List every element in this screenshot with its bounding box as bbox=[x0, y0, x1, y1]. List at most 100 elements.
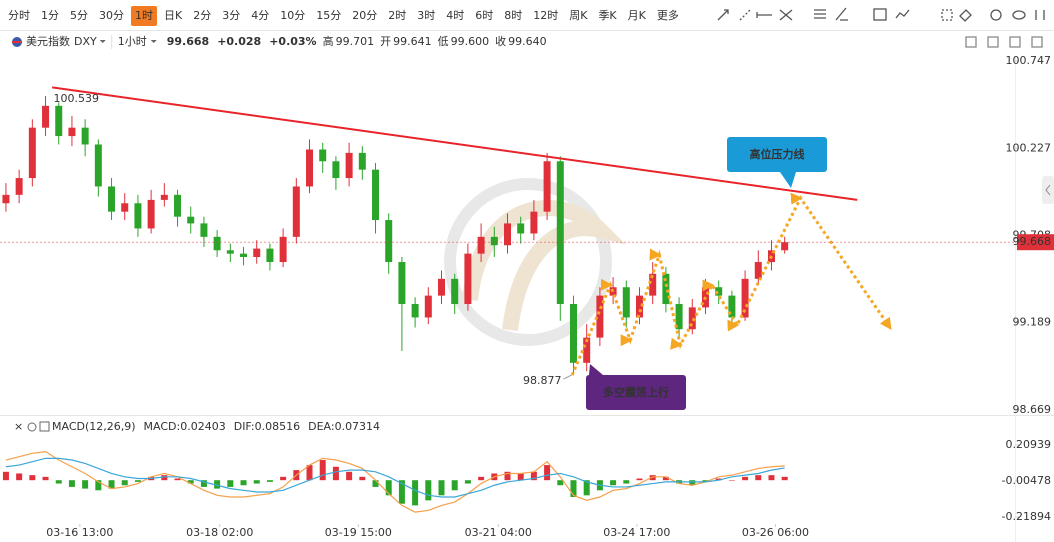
interval-button[interactable]: 4时 bbox=[446, 9, 464, 22]
macd-bar bbox=[346, 471, 353, 481]
candle-body bbox=[68, 127, 76, 137]
macd-bar bbox=[68, 480, 75, 487]
interval-button[interactable]: 12时 bbox=[533, 9, 558, 22]
macd-bar bbox=[2, 471, 9, 481]
candle-body bbox=[240, 253, 248, 257]
interval-button[interactable]: 20分 bbox=[352, 9, 377, 22]
candle-body bbox=[147, 199, 155, 229]
macd-bar bbox=[121, 480, 128, 486]
macd-bar bbox=[280, 476, 287, 481]
candle-body bbox=[94, 144, 102, 187]
symbol-code: DXY bbox=[74, 35, 97, 48]
macd-bar bbox=[95, 480, 102, 491]
tool-icon[interactable] bbox=[941, 9, 953, 21]
interval-button[interactable]: 1时 bbox=[135, 9, 153, 22]
interval-button[interactable]: 月K bbox=[628, 9, 647, 22]
y-tick-label: -0.00478 bbox=[1002, 474, 1051, 487]
interval-button[interactable]: 3时 bbox=[417, 9, 435, 22]
x-tick-label: 03-19 15:00 bbox=[325, 526, 392, 539]
dropdown-arrow[interactable] bbox=[99, 40, 106, 43]
stat-label: 高 bbox=[323, 34, 334, 48]
side-tab-icon[interactable] bbox=[1045, 184, 1051, 196]
chart-tools[interactable] bbox=[965, 36, 1043, 48]
tool-icon[interactable] bbox=[779, 9, 793, 21]
macd-bar bbox=[715, 478, 722, 481]
candle-body bbox=[121, 203, 129, 212]
macd-bar bbox=[649, 475, 656, 481]
settings-icon[interactable] bbox=[27, 422, 37, 432]
y-tick-label: -0.21894 bbox=[1002, 510, 1051, 523]
interval-button[interactable]: 分时 bbox=[8, 9, 30, 22]
macd-bar bbox=[425, 480, 432, 501]
interval-button[interactable]: 6时 bbox=[475, 9, 493, 22]
interval-button[interactable]: 2分 bbox=[193, 9, 211, 22]
candle-body bbox=[398, 262, 406, 305]
candle-body bbox=[42, 105, 50, 128]
interval-button[interactable]: 1分 bbox=[41, 9, 59, 22]
macd-bar bbox=[16, 473, 23, 481]
x-tick-label: 03-21 04:00 bbox=[465, 526, 532, 539]
macd-bar bbox=[570, 480, 577, 498]
tool-icon[interactable] bbox=[873, 8, 887, 21]
close-icon[interactable]: × bbox=[14, 420, 23, 433]
candle-body bbox=[55, 105, 63, 137]
interval-button[interactable]: 4分 bbox=[251, 9, 269, 22]
candle-body bbox=[596, 295, 604, 338]
interval-button[interactable]: 2时 bbox=[388, 9, 406, 22]
interval-button[interactable]: 3分 bbox=[222, 9, 240, 22]
interval-button[interactable]: 5分 bbox=[70, 9, 88, 22]
interval-button[interactable]: 季K bbox=[598, 9, 617, 22]
drawing-tools[interactable] bbox=[717, 7, 1045, 48]
macd-bar bbox=[200, 480, 207, 487]
interval-button[interactable]: 30分 bbox=[99, 9, 124, 22]
interval-button[interactable]: 日K bbox=[164, 9, 183, 22]
tool-icon[interactable] bbox=[895, 9, 910, 19]
macd-bar bbox=[610, 480, 617, 486]
y-tick-label: 0.20939 bbox=[1006, 438, 1052, 451]
interval-button[interactable]: 8时 bbox=[504, 9, 522, 22]
macd-bar bbox=[728, 480, 735, 481]
interval-button[interactable]: 15分 bbox=[316, 9, 341, 22]
tool-icon[interactable] bbox=[1035, 10, 1045, 20]
macd-bar bbox=[227, 480, 234, 487]
macd-bar bbox=[253, 480, 260, 484]
interval-button[interactable]: 更多 bbox=[657, 8, 679, 22]
candle-body bbox=[319, 149, 327, 162]
dropdown-arrow[interactable] bbox=[150, 40, 157, 43]
change-pct: +0.03% bbox=[269, 35, 316, 48]
tool-icon[interactable] bbox=[814, 9, 826, 19]
x-tick-label: 03-26 06:00 bbox=[742, 526, 809, 539]
tool-icon[interactable] bbox=[756, 12, 772, 18]
macd-bar bbox=[517, 473, 524, 481]
stat-value: 99.641 bbox=[393, 35, 432, 48]
macd-bar bbox=[29, 475, 36, 481]
callout-text: 高位压力线 bbox=[750, 147, 805, 161]
macd-bar bbox=[134, 480, 141, 482]
macd-bar bbox=[768, 475, 775, 481]
macd-bar bbox=[702, 480, 709, 482]
tool-icon[interactable] bbox=[1012, 10, 1026, 20]
tool-icon[interactable] bbox=[835, 7, 848, 21]
side-tab[interactable] bbox=[1042, 176, 1054, 204]
macd-panel bbox=[2, 450, 788, 513]
callout-pointer bbox=[589, 364, 603, 375]
tool-icon[interactable] bbox=[717, 9, 729, 21]
interval-button[interactable]: 周K bbox=[569, 9, 588, 22]
candle-body bbox=[279, 236, 287, 263]
y-tick-label: 100.227 bbox=[1006, 141, 1052, 154]
stat-label: 低 bbox=[438, 35, 449, 48]
candle-body bbox=[530, 211, 538, 234]
macd-bar bbox=[372, 480, 379, 487]
macd-bar bbox=[781, 476, 788, 481]
tool-icon[interactable] bbox=[990, 9, 1002, 21]
tool-icon[interactable] bbox=[959, 9, 972, 22]
macd-bar bbox=[161, 475, 168, 481]
interval-button[interactable]: 10分 bbox=[280, 9, 305, 22]
price-panel bbox=[0, 86, 1015, 376]
low-label: 98.877 bbox=[523, 374, 562, 387]
toggle-icon[interactable] bbox=[39, 421, 50, 432]
candle-body bbox=[635, 295, 643, 318]
candle-body bbox=[15, 178, 23, 195]
macd-bar bbox=[583, 480, 590, 496]
overlay: 100.747100.22799.70899.18998.66999.66810… bbox=[46, 54, 1054, 539]
